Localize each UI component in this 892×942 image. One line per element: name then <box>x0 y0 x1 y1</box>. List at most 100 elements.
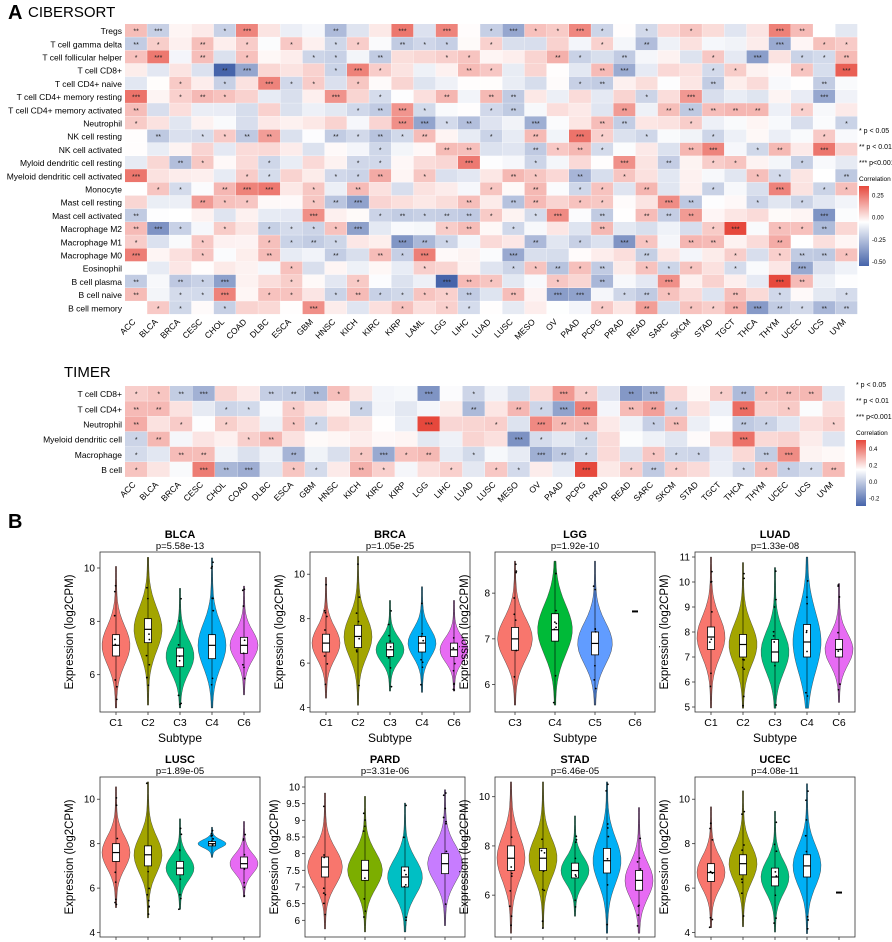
box <box>539 847 547 871</box>
significance-mark: ** <box>267 134 273 141</box>
significance-mark: * <box>335 174 338 181</box>
heatmap-cell <box>835 208 858 222</box>
heatmap-cell <box>236 169 258 183</box>
heatmap-cell <box>822 462 845 477</box>
heatmap-cell <box>502 50 525 64</box>
cibersort-heatmap-title: CIBERSORT <box>28 4 115 21</box>
heatmap-cell <box>395 386 418 401</box>
heatmap-cell <box>524 169 547 183</box>
heatmap-cell <box>169 142 192 156</box>
significance-mark: * <box>823 42 826 49</box>
heatmap-cell <box>485 446 508 462</box>
heatmap-cell <box>280 63 303 77</box>
heatmap-cell <box>327 431 350 447</box>
significance-mark: * <box>180 422 183 429</box>
heatmap-cell <box>768 235 791 249</box>
heatmap-cell <box>613 37 636 51</box>
data-point <box>243 881 246 884</box>
significance-mark: * <box>268 174 271 181</box>
violin-pvalue: p=5.58e-13 <box>156 541 204 552</box>
heatmap-cell <box>835 90 858 103</box>
heatmap-cell <box>687 386 710 401</box>
significance-mark: *** <box>740 407 748 414</box>
heatmap-cell <box>305 462 328 477</box>
significance-mark: * <box>360 407 363 414</box>
significance-mark: ** <box>777 147 783 154</box>
significance-mark: * <box>379 161 382 168</box>
color-bar-tick: -0.2 <box>869 496 880 502</box>
significance-mark: * <box>756 174 759 181</box>
heatmap-cell <box>657 37 680 51</box>
violin-pvalue: p=3.31e-06 <box>361 766 409 777</box>
heatmap-cell <box>324 116 347 130</box>
heatmap-cell <box>324 142 347 156</box>
data-point <box>452 688 455 691</box>
significance-mark: * <box>787 407 790 414</box>
data-point <box>709 916 712 919</box>
significance-mark: * <box>290 279 293 286</box>
significance-mark: * <box>490 108 493 115</box>
heatmap-cell <box>391 24 414 37</box>
heatmap-cell <box>258 116 281 130</box>
data-point <box>742 915 745 917</box>
data-point <box>210 567 213 569</box>
significance-mark: * <box>337 392 340 399</box>
significance-mark: *** <box>245 468 253 475</box>
color-bar-tick: 0.25 <box>872 193 884 199</box>
heatmap-cell <box>258 195 281 209</box>
heatmap-cell <box>791 195 813 209</box>
heatmap-cell <box>282 431 305 447</box>
heatmap-cell <box>507 401 530 417</box>
heatmap-cell <box>324 50 347 64</box>
significance-mark: * <box>601 134 604 141</box>
heatmap-cell <box>280 222 303 235</box>
significance-mark: * <box>405 452 408 459</box>
heatmap-cell <box>213 235 236 249</box>
data-point <box>145 654 148 657</box>
heatmap-cell <box>642 462 665 477</box>
row-label: Macrophage M2 <box>61 224 123 234</box>
heatmap-cell <box>236 235 258 249</box>
data-point <box>362 812 365 815</box>
heatmap-cell <box>657 261 680 275</box>
significance-mark: ** <box>651 407 657 414</box>
significance-mark: *** <box>554 293 562 300</box>
data-point <box>390 609 392 612</box>
significance-mark: * <box>446 227 449 234</box>
significance-mark: *** <box>731 227 739 234</box>
significance-mark: * <box>490 134 493 141</box>
heatmap-cell <box>302 37 325 51</box>
heatmap-cell <box>665 401 688 417</box>
heatmap-cell <box>546 222 569 235</box>
significance-mark: * <box>268 293 271 300</box>
heatmap-cell <box>458 274 480 288</box>
heatmap-cell <box>813 261 836 275</box>
heatmap-cell <box>435 103 458 117</box>
heatmap-cell <box>835 288 858 301</box>
data-point <box>740 892 743 895</box>
column-label: GBM <box>297 480 318 501</box>
significance-mark: *** <box>200 392 208 399</box>
heatmap-cell <box>791 222 813 235</box>
heatmap-cell <box>258 261 281 275</box>
data-point <box>775 821 778 824</box>
significance-mark: * <box>335 293 338 300</box>
significance-mark: * <box>290 42 293 49</box>
heatmap-cell <box>502 222 525 235</box>
significance-mark: ** <box>291 452 297 459</box>
heatmap-cell <box>680 103 702 117</box>
heatmap-cell <box>702 248 725 262</box>
heatmap-cell <box>657 63 680 77</box>
violin-title: BLCA <box>165 529 196 541</box>
heatmap-cell <box>147 288 170 301</box>
x-tick-label: C3 <box>383 717 397 729</box>
heatmap-cell <box>213 129 236 143</box>
significance-mark: ** <box>600 68 606 75</box>
heatmap-cell <box>768 24 791 37</box>
heatmap-cell <box>458 142 480 156</box>
heatmap-cell <box>755 416 778 432</box>
heatmap-cell <box>835 50 858 64</box>
heatmap-cell <box>597 431 620 447</box>
heatmap-cell <box>347 169 369 183</box>
data-point <box>837 631 839 634</box>
